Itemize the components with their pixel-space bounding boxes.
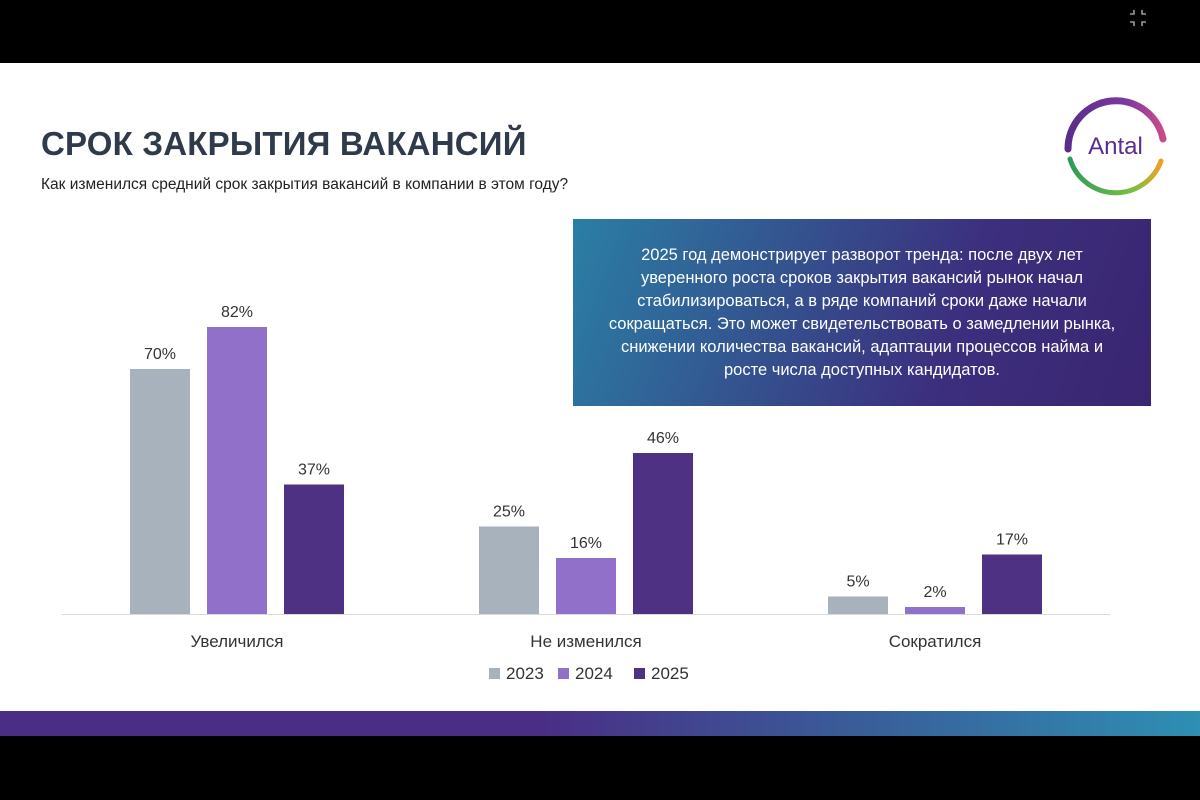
- bar-2025-0: [284, 484, 344, 614]
- top-black-bar: [0, 0, 1200, 63]
- data-label: 17%: [996, 532, 1028, 549]
- category-label: Увеличился: [191, 632, 284, 651]
- data-label: 25%: [493, 504, 525, 521]
- data-label: 70%: [144, 346, 176, 363]
- slide-title: СРОК ЗАКРЫТИЯ ВАКАНСИЙ: [41, 125, 527, 162]
- bar-2023-2: [828, 596, 888, 614]
- legend-swatch-2025: [634, 668, 645, 679]
- data-label: 37%: [298, 462, 330, 479]
- legend-swatch-2024: [558, 668, 569, 679]
- data-label: 16%: [570, 535, 602, 552]
- legend-label: 2023: [506, 664, 544, 683]
- callout-text: 2025 год демонстрирует разворот тренда: …: [608, 245, 1116, 379]
- bar-2024-0: [207, 327, 267, 614]
- data-label: 82%: [221, 304, 253, 321]
- bar-2025-2: [982, 554, 1042, 614]
- bar-2023-0: [130, 369, 190, 614]
- data-label: 46%: [647, 430, 679, 447]
- bar-2024-1: [556, 558, 616, 614]
- insight-callout: 2025 год демонстрирует разворот тренда: …: [573, 219, 1151, 406]
- legend-swatch-2023: [489, 668, 500, 679]
- bar-chart: 70% 82% 37% Увеличился 25% 16% 46% Не изменился…: [62, 304, 1110, 683]
- data-label: 5%: [846, 574, 869, 591]
- slide-footer-bar: [0, 711, 1200, 736]
- exit-fullscreen-icon[interactable]: [1128, 8, 1148, 28]
- bar-2025-1: [633, 453, 693, 614]
- legend-label: 2024: [575, 664, 613, 683]
- bar-2024-2: [905, 607, 965, 614]
- slide-subtitle: Как изменился средний срок закрытия вака…: [41, 176, 569, 193]
- bar-2023-1: [479, 526, 539, 614]
- presentation-slide: СРОК ЗАКРЫТИЯ ВАКАНСИЙ Как изменился сре…: [0, 63, 1200, 736]
- data-label: 2%: [923, 584, 946, 601]
- antal-logo: Antal: [1064, 96, 1167, 197]
- category-label: Не изменился: [530, 632, 641, 651]
- bottom-black-bar: [0, 736, 1200, 800]
- logo-text: Antal: [1088, 133, 1143, 160]
- legend-label: 2025: [651, 664, 689, 683]
- category-label: Сократился: [889, 632, 982, 651]
